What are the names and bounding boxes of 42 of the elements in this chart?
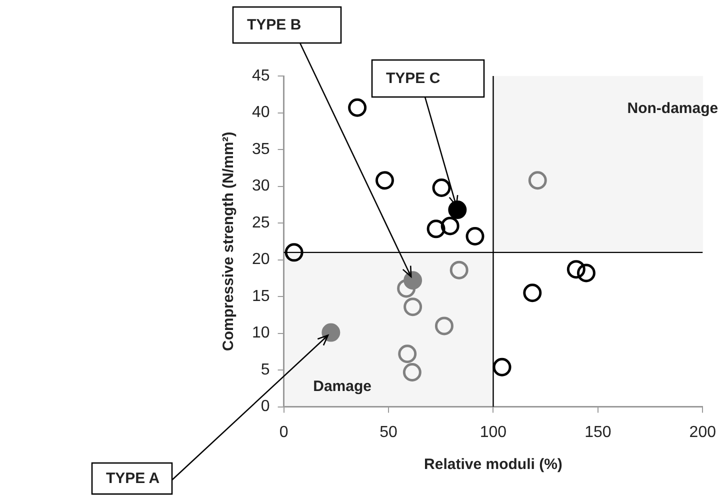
point: [284, 243, 304, 262]
y-tick-label: 45: [252, 67, 270, 84]
point: [440, 216, 460, 236]
point: [432, 178, 451, 197]
y-tick-label: 20: [252, 251, 270, 268]
y-axis-title: Compressive strength (N/mm²): [220, 132, 238, 352]
x-axis-title: Relative moduli (%): [424, 456, 562, 474]
point: [404, 298, 422, 316]
annotation: Non-damage: [627, 100, 718, 118]
x-tick-label: 200: [689, 424, 716, 441]
point: [322, 323, 340, 342]
y-tick-label: 35: [252, 140, 270, 158]
point: [566, 260, 586, 279]
annotation: TYPE A: [106, 470, 160, 487]
point: [576, 264, 596, 282]
point: [492, 358, 512, 376]
point: [448, 200, 467, 220]
x-tick-label: 150: [584, 424, 612, 441]
point: [426, 220, 446, 238]
annotation: TYPE C: [386, 70, 440, 87]
y-tick-label: 25: [252, 214, 270, 232]
y-tick-label: 15: [252, 288, 270, 305]
annotation: Damage: [313, 378, 372, 396]
point: [375, 171, 394, 190]
point: [402, 363, 422, 382]
point: [348, 98, 367, 117]
point: [397, 279, 416, 298]
x-tick-label: 100: [480, 424, 507, 441]
y-tick-label: 40: [252, 104, 270, 122]
point: [466, 227, 484, 246]
y-tick-label: 5: [260, 361, 270, 378]
annotation: TYPE B: [247, 16, 302, 34]
point: [398, 344, 417, 364]
point: [450, 260, 468, 280]
x-tick-label: 0: [279, 424, 288, 441]
y-tick-label: 10: [252, 324, 270, 342]
y-tick-label: 0: [260, 398, 270, 416]
point: [434, 316, 454, 336]
point: [528, 171, 547, 190]
point: [523, 284, 542, 302]
x-tick-label: 50: [380, 424, 398, 441]
y-tick-label: 30: [252, 178, 270, 195]
